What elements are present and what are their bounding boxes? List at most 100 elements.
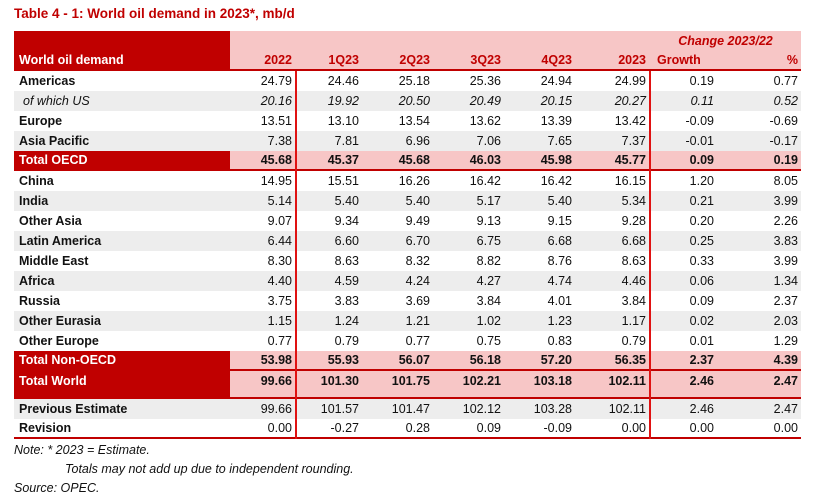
cell: 55.93 — [296, 351, 367, 371]
cell: 1.02 — [438, 311, 509, 331]
cell: 16.42 — [438, 171, 509, 191]
table-row: Previous Estimate 99.66 101.57 101.47 102.12… — [14, 399, 801, 419]
cell: 4.40 — [230, 271, 296, 291]
column-divider-right — [649, 71, 651, 439]
table-body: Americas 24.79 24.46 25.18 25.36 24.94 24.99 0.… — [14, 71, 801, 391]
cell: 5.40 — [367, 191, 438, 211]
cell: 9.07 — [230, 211, 296, 231]
cell: 99.66 — [230, 371, 296, 391]
cell: 24.99 — [580, 71, 650, 91]
cell: 2.37 — [650, 351, 725, 371]
table-row: Europe 13.51 13.10 13.54 13.62 13.39 13.42 -0.0… — [14, 111, 801, 131]
column-header-1Q23: 1Q23 — [296, 50, 367, 71]
cell: 15.51 — [296, 171, 367, 191]
cell: 13.51 — [230, 111, 296, 131]
cell: 5.40 — [296, 191, 367, 211]
cell: 56.07 — [367, 351, 438, 371]
cell: 4.59 — [296, 271, 367, 291]
row-label: Total World — [14, 371, 230, 391]
row-label: Total Non-OECD — [14, 351, 230, 371]
row-label: Russia — [14, 291, 230, 311]
row-label: India — [14, 191, 230, 211]
cell: 2.46 — [650, 371, 725, 391]
cell: 3.69 — [367, 291, 438, 311]
cell: 0.77 — [367, 331, 438, 351]
cell: 5.34 — [580, 191, 650, 211]
cell: -0.27 — [296, 419, 367, 439]
cell: 102.11 — [580, 371, 650, 391]
cell: 0.79 — [580, 331, 650, 351]
column-divider-left — [295, 71, 297, 439]
cell: 45.98 — [509, 151, 580, 171]
row-label-header: World oil demand — [14, 50, 230, 71]
table-row: Total World 99.66 101.30 101.75 102.21 103.18… — [14, 371, 801, 391]
cell: 9.15 — [509, 211, 580, 231]
cell: 3.75 — [230, 291, 296, 311]
cell: 25.36 — [438, 71, 509, 91]
cell: 2.37 — [725, 291, 801, 311]
cell: 5.40 — [509, 191, 580, 211]
table-header-row: World oil demand 2022 1Q23 2Q23 3Q23 4Q23 2023… — [14, 50, 801, 71]
cell: 13.54 — [367, 111, 438, 131]
source-line: Source: OPEC. — [14, 481, 100, 495]
cell: 24.79 — [230, 71, 296, 91]
cell: 24.46 — [296, 71, 367, 91]
cell: 4.39 — [725, 351, 801, 371]
table-row: Africa 4.40 4.59 4.24 4.27 4.74 4.46 0.06 1.34 — [14, 271, 801, 291]
cell: 7.37 — [580, 131, 650, 151]
cell: 45.68 — [230, 151, 296, 171]
cell: 20.15 — [509, 91, 580, 111]
cell: -0.09 — [650, 111, 725, 131]
cell: 103.28 — [509, 399, 580, 419]
cell: 1.20 — [650, 171, 725, 191]
cell: 56.35 — [580, 351, 650, 371]
cell: 20.27 — [580, 91, 650, 111]
cell: 9.49 — [367, 211, 438, 231]
row-label: Asia Pacific — [14, 131, 230, 151]
cell: 56.18 — [438, 351, 509, 371]
cell: 101.75 — [367, 371, 438, 391]
cell: 2.46 — [650, 399, 725, 419]
cell: 102.12 — [438, 399, 509, 419]
cell: 25.18 — [367, 71, 438, 91]
cell: 2.47 — [725, 399, 801, 419]
cell: 1.21 — [367, 311, 438, 331]
cell: 6.70 — [367, 231, 438, 251]
header-band — [230, 31, 650, 50]
column-header-2Q23: 2Q23 — [367, 50, 438, 71]
row-label: of which US — [14, 91, 230, 111]
note-line-rounding: Totals may not add up due to independent… — [65, 462, 354, 476]
separator-band — [14, 391, 801, 399]
column-header-4Q23: 4Q23 — [509, 50, 580, 71]
cell: 0.19 — [650, 71, 725, 91]
cell: 45.68 — [367, 151, 438, 171]
cell: 13.62 — [438, 111, 509, 131]
cell: 13.10 — [296, 111, 367, 131]
cell: 0.06 — [650, 271, 725, 291]
cell: 0.00 — [580, 419, 650, 439]
column-header-2022: 2022 — [230, 50, 296, 71]
separator-label-block — [14, 391, 230, 399]
cell: 6.44 — [230, 231, 296, 251]
cell: 19.92 — [296, 91, 367, 111]
cell: 0.09 — [650, 291, 725, 311]
cell: 14.95 — [230, 171, 296, 191]
table-row: Latin America 6.44 6.60 6.70 6.75 6.68 6.68 0.2… — [14, 231, 801, 251]
cell: 24.94 — [509, 71, 580, 91]
cell: 13.39 — [509, 111, 580, 131]
cell: 0.83 — [509, 331, 580, 351]
cell: -0.09 — [509, 419, 580, 439]
cell: 20.16 — [230, 91, 296, 111]
cell: 4.24 — [367, 271, 438, 291]
cell: 0.00 — [725, 419, 801, 439]
cell: 101.47 — [367, 399, 438, 419]
cell: 0.75 — [438, 331, 509, 351]
cell: 16.15 — [580, 171, 650, 191]
cell: 101.57 — [296, 399, 367, 419]
table-row: China 14.95 15.51 16.26 16.42 16.42 16.15 1.20 8… — [14, 171, 801, 191]
table-row: Russia 3.75 3.83 3.69 3.84 4.01 3.84 0.09 2.37 — [14, 291, 801, 311]
cell: 8.05 — [725, 171, 801, 191]
table-header-top-row: Change 2023/22 — [14, 31, 801, 50]
note-line: Note: * 2023 = Estimate. — [14, 443, 150, 457]
row-label: Europe — [14, 111, 230, 131]
